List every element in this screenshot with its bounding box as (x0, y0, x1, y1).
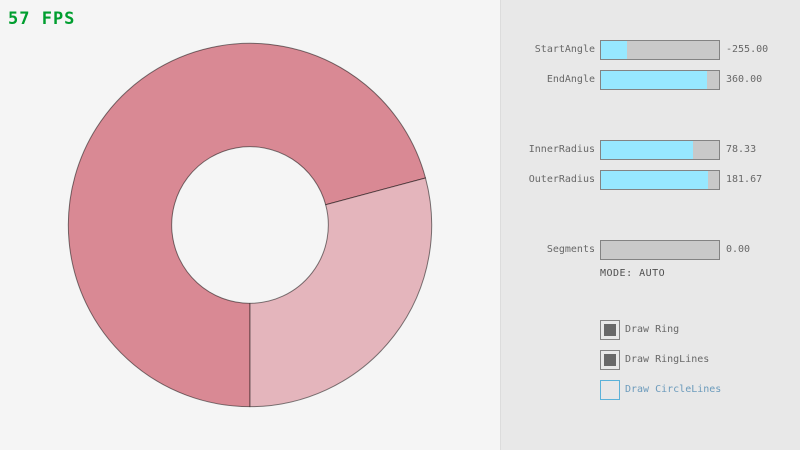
slider-fill (601, 41, 627, 59)
checkbox-draw-ringlines: Draw RingLines (600, 350, 800, 370)
fps-counter: 57 FPS (8, 9, 76, 29)
checkbox-box[interactable] (600, 320, 620, 340)
mode-label: MODE: AUTO (600, 268, 666, 279)
slider-label: EndAngle (546, 74, 595, 85)
checkbox-label: Draw CircleLines (625, 384, 722, 395)
slider-segments: Segments 0.00 (500, 240, 800, 260)
checkbox-draw-ring: Draw Ring (600, 320, 800, 340)
checkbox-check-icon (604, 324, 616, 336)
slider-value: 360.00 (726, 74, 763, 85)
checkbox-label: Draw RingLines (625, 354, 710, 365)
slider-track[interactable] (600, 140, 720, 160)
slider-label: Segments (546, 244, 595, 255)
slider-value: -255.00 (726, 44, 769, 55)
slider-track[interactable] (600, 240, 720, 260)
slider-endangle: EndAngle 360.00 (500, 70, 800, 90)
slider-track[interactable] (600, 170, 720, 190)
slider-outerradius: OuterRadius 181.67 (500, 170, 800, 190)
slider-fill (601, 71, 708, 89)
ring-single-sector (249, 177, 433, 408)
slider-label: StartAngle (534, 44, 595, 55)
slider-value: 78.33 (726, 144, 757, 155)
ring-chart (67, 42, 433, 408)
checkbox-box[interactable] (600, 380, 620, 400)
slider-track[interactable] (600, 70, 720, 90)
slider-startangle: StartAngle -255.00 (500, 40, 800, 60)
slider-label: OuterRadius (528, 174, 595, 185)
slider-innerradius: InnerRadius 78.33 (500, 140, 800, 160)
ring-overlap-sector (67, 42, 427, 408)
slider-fill (601, 171, 709, 189)
control-panel: StartAngle -255.00 EndAngle 360.00 Inner… (500, 0, 800, 450)
slider-track[interactable] (600, 40, 720, 60)
slider-value: 0.00 (726, 244, 751, 255)
checkbox-draw-circlelines: Draw CircleLines (600, 380, 800, 400)
checkbox-box[interactable] (600, 350, 620, 370)
checkbox-check-icon (604, 354, 616, 366)
slider-value: 181.67 (726, 174, 763, 185)
checkbox-label: Draw Ring (625, 324, 680, 335)
panel-divider (500, 0, 501, 450)
slider-fill (601, 141, 694, 159)
slider-label: InnerRadius (528, 144, 595, 155)
